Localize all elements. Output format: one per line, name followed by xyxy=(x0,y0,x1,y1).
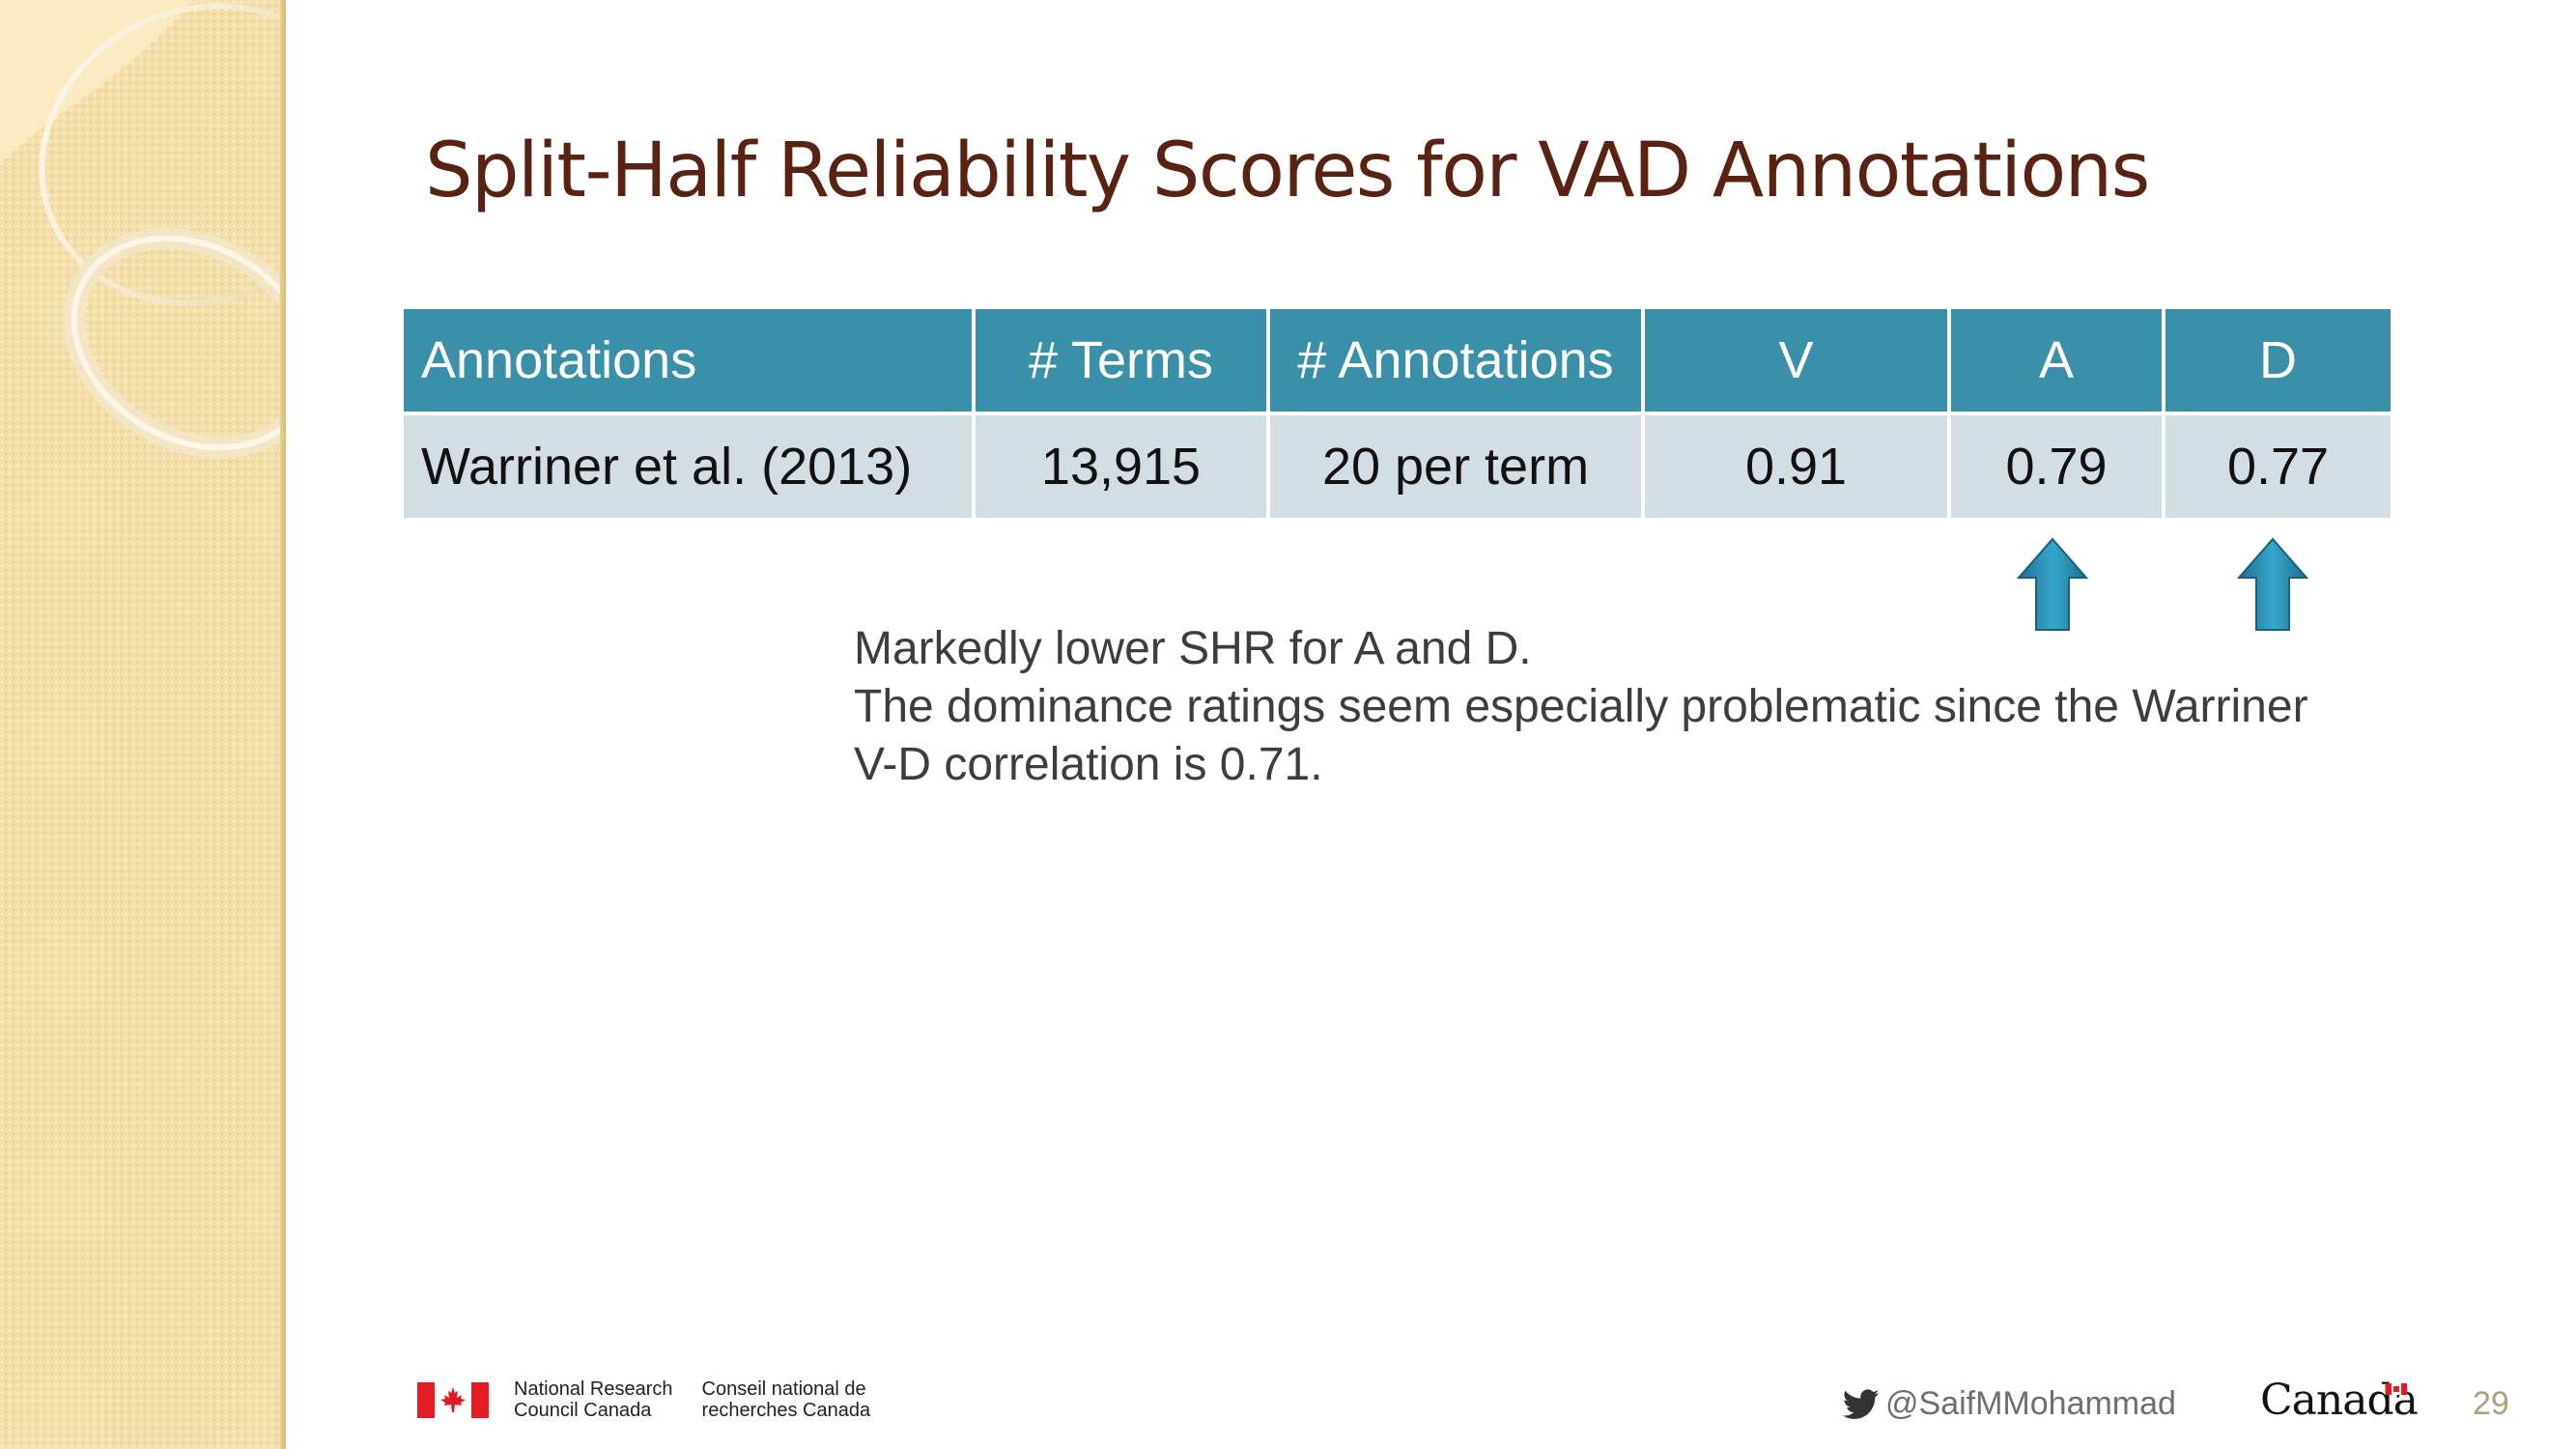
decorative-side-panel xyxy=(0,0,286,1449)
decorative-rings-graphic xyxy=(0,0,286,459)
header-d: D xyxy=(2166,309,2391,412)
nrc-fr-line2: recherches Canada xyxy=(701,1400,871,1421)
twitter-handle: @SaifMMohammad xyxy=(1843,1385,2176,1423)
nrc-logo: National Research Council Canada Conseil… xyxy=(417,1378,870,1421)
table-header-row: Annotations # Terms # Annotations V A D xyxy=(404,309,2391,412)
wordmark-flag-icon xyxy=(2386,1383,2407,1395)
page-number: 29 xyxy=(2473,1385,2509,1422)
maple-leaf-icon xyxy=(440,1387,466,1412)
table-row: Warriner et al. (2013) 13,915 20 per ter… xyxy=(404,415,2391,518)
cell-a: 0.79 xyxy=(1951,415,2162,518)
twitter-handle-text: @SaifMMohammad xyxy=(1885,1385,2176,1422)
nrc-name-english: National Research Council Canada xyxy=(514,1378,673,1421)
twitter-bird-icon xyxy=(1843,1388,1880,1419)
reliability-table: Annotations # Terms # Annotations V A D … xyxy=(400,305,2394,522)
cell-num-annotations: 20 per term xyxy=(1270,415,1641,518)
slide-title: Split-Half Reliability Scores for VAD An… xyxy=(425,128,2150,214)
cell-d: 0.77 xyxy=(2166,415,2391,518)
header-terms: # Terms xyxy=(976,309,1266,412)
nrc-name-french: Conseil national de recherches Canada xyxy=(702,1378,871,1421)
header-v: V xyxy=(1645,309,1947,412)
header-num-annotations: # Annotations xyxy=(1270,309,1641,412)
note-line: Markedly lower SHR for A and D. xyxy=(854,623,1532,674)
nrc-en-line2: Council Canada xyxy=(514,1400,652,1421)
nrc-en-line1: National Research xyxy=(514,1378,673,1400)
note-text: Markedly lower SHR for A and D. The domi… xyxy=(854,620,2399,794)
cell-annotations: Warriner et al. (2013) xyxy=(404,415,972,518)
cell-v: 0.91 xyxy=(1645,415,1947,518)
side-panel-edge xyxy=(280,0,286,1449)
up-arrow-icon xyxy=(2017,537,2088,631)
header-a: A xyxy=(1951,309,2162,412)
nrc-fr-line1: Conseil national de xyxy=(701,1378,866,1400)
note-line: V-D correlation is 0.71. xyxy=(854,739,1323,790)
cell-terms: 13,915 xyxy=(976,415,1266,518)
canada-flag-icon xyxy=(417,1381,489,1418)
note-line: The dominance ratings seem especially pr… xyxy=(854,681,2308,732)
up-arrow-icon xyxy=(2237,537,2308,631)
header-annotations: Annotations xyxy=(404,309,972,412)
